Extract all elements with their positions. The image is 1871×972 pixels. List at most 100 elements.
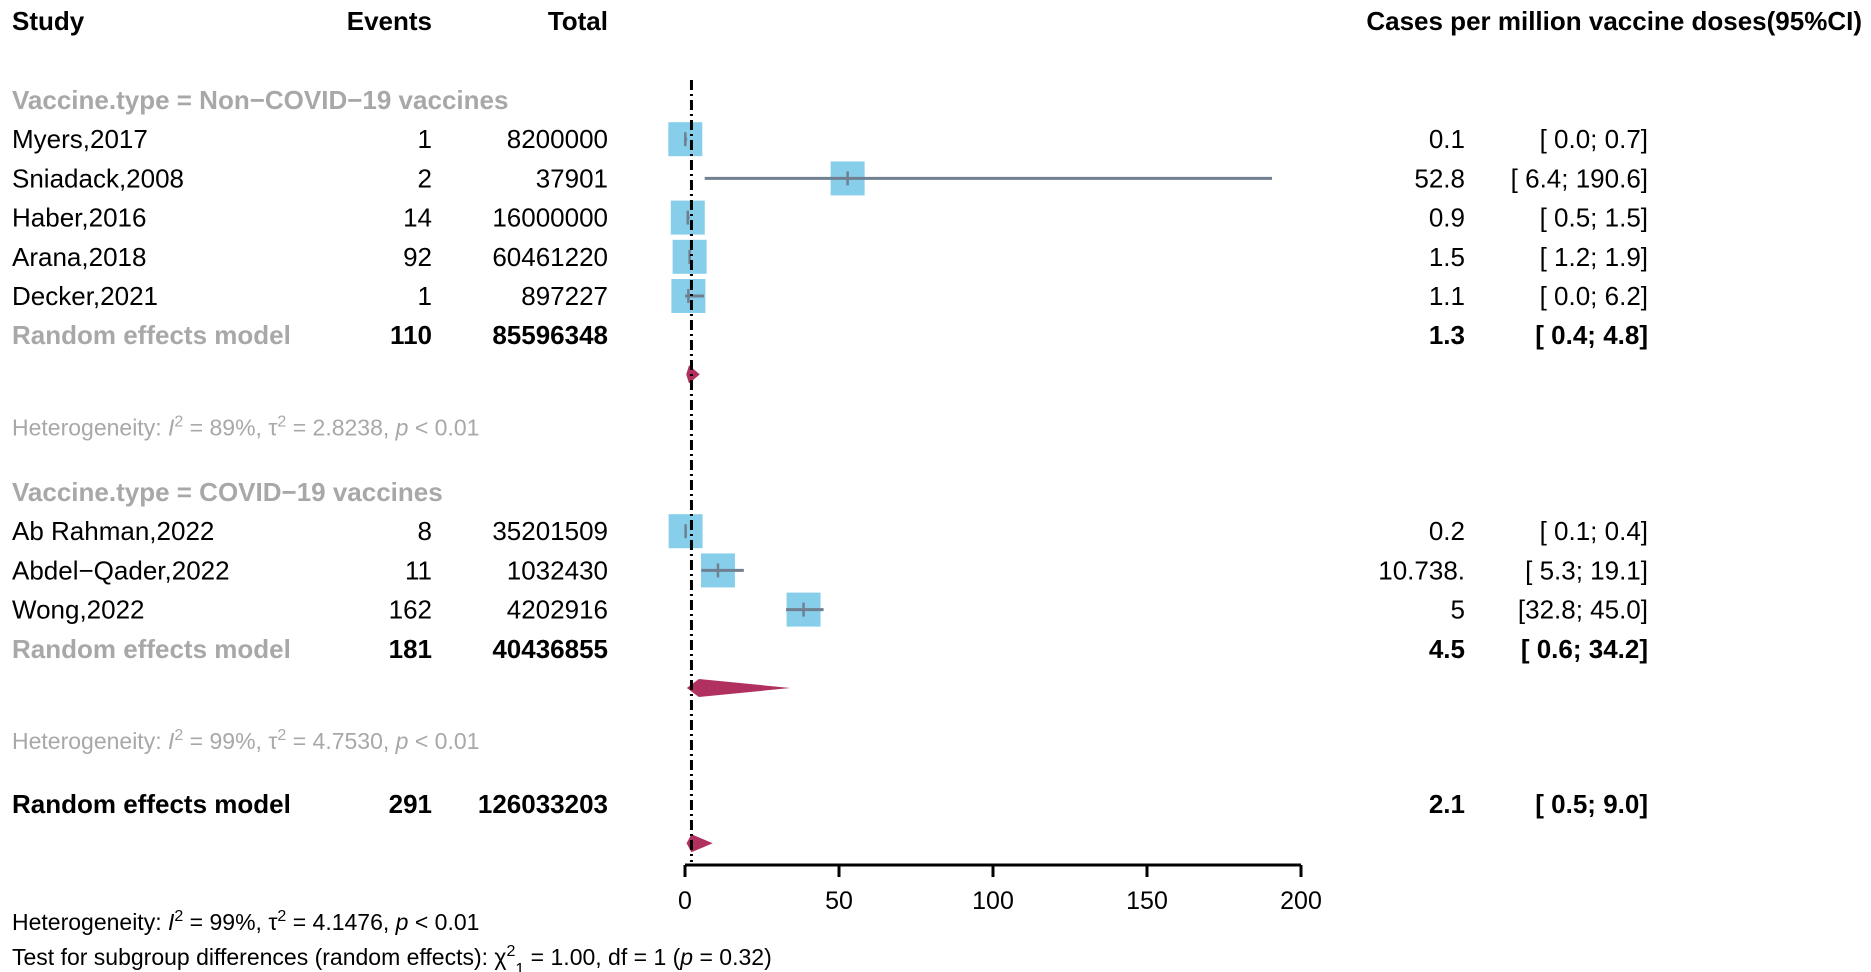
het-prefix: Heterogeneity: — [12, 415, 168, 441]
model-events: 110 — [390, 320, 432, 350]
study-name: Abdel−Qader,2022 — [12, 555, 230, 585]
study-estimate: 1.5 — [1429, 242, 1465, 272]
study-events: 1 — [418, 281, 432, 311]
study-name: Decker,2021 — [12, 281, 158, 311]
pooled-diamond — [686, 679, 791, 697]
subgroup-test-subscript: 1 — [515, 961, 524, 972]
x-axis: 0 50 100 150 200 — [678, 80, 1322, 915]
subgroup-test-prefix: Test for subgroup differences (random ef… — [12, 944, 494, 970]
het-p-symbol: p — [395, 415, 409, 441]
study-ci: [ 0.0; 6.2] — [1540, 281, 1648, 311]
study-events: 8 — [418, 516, 432, 546]
study-total: 8200000 — [507, 124, 608, 154]
het-tau-symbol: τ — [268, 415, 277, 441]
het-superscript: 2 — [174, 414, 183, 431]
het-superscript: 2 — [174, 908, 183, 925]
het-superscript: 2 — [277, 414, 286, 431]
het-prefix: Heterogeneity: — [12, 909, 168, 935]
x-tick-label: 200 — [1280, 887, 1322, 915]
study-total: 1032430 — [507, 555, 608, 585]
subgroup-test-value: = 1.00, df = 1 ( — [524, 944, 680, 970]
model-ci: [ 0.5; 9.0] — [1535, 789, 1648, 819]
study-total: 897227 — [521, 281, 608, 311]
study-name: Wong,2022 — [12, 595, 145, 625]
heterogeneity-text: Heterogeneity: I2 = 89%, τ2 = 2.8238, p … — [12, 414, 479, 441]
model-label: Random effects model — [12, 320, 291, 350]
het-i-symbol: I — [168, 728, 175, 754]
study-events: 1 — [418, 124, 432, 154]
subgroup-test-superscript: 2 — [506, 943, 515, 960]
het-p-value: < 0.01 — [408, 728, 479, 754]
het-p-value: < 0.01 — [408, 415, 479, 441]
study-name: Sniadack,2008 — [12, 163, 184, 193]
study-ci: [ 5.3; 19.1] — [1525, 555, 1648, 585]
study-total: 35201509 — [492, 516, 608, 546]
het-i-value: = 99%, — [183, 909, 268, 935]
study-events: 11 — [405, 555, 432, 585]
subgroup-test-chi-symbol: χ — [494, 944, 506, 970]
het-i-symbol: I — [168, 415, 175, 441]
heterogeneity-text: Heterogeneity: I2 = 99%, τ2 = 4.7530, p … — [12, 727, 479, 754]
subgroup-label: Vaccine.type = COVID−19 vaccines — [12, 477, 443, 507]
study-name: Haber,2016 — [12, 203, 146, 233]
header-estimate: Cases per million vaccine doses(95%CI) — [1366, 6, 1862, 36]
study-name: Ab Rahman,2022 — [12, 516, 214, 546]
het-p-symbol: p — [395, 909, 409, 935]
het-tau-symbol: τ — [268, 728, 277, 754]
study-total: 60461220 — [492, 242, 608, 272]
study-estimate: 52.8 — [1414, 163, 1465, 193]
study-estimate: 0.9 — [1429, 203, 1465, 233]
het-tau-value: = 4.7530, — [286, 728, 395, 754]
study-events: 92 — [403, 242, 432, 272]
model-estimate: 2.1 — [1429, 789, 1465, 819]
study-ci: [ 0.0; 0.7] — [1540, 124, 1648, 154]
pooled-diamond — [686, 365, 700, 384]
het-tau-value: = 4.1476, — [286, 909, 395, 935]
study-ci: [32.8; 45.0] — [1518, 595, 1648, 625]
het-tau-symbol: τ — [268, 909, 277, 935]
study-name: Arana,2018 — [12, 242, 146, 272]
het-i-symbol: I — [168, 909, 175, 935]
x-tick-label: 100 — [972, 887, 1014, 915]
forest-rows: Vaccine.type = Non−COVID−19 vaccines Myer… — [12, 85, 1648, 972]
study-estimate: 0.1 — [1429, 124, 1465, 154]
x-tick-label: 50 — [825, 887, 853, 915]
model-estimate: 4.5 — [1429, 634, 1465, 664]
het-p-value: < 0.01 — [408, 909, 479, 935]
het-tau-value: = 2.8238, — [286, 415, 395, 441]
study-ci: [ 1.2; 1.9] — [1540, 242, 1648, 272]
het-superscript: 2 — [277, 908, 286, 925]
x-tick-label: 0 — [678, 887, 692, 915]
study-estimate: 0.2 — [1429, 516, 1465, 546]
het-superscript: 2 — [174, 727, 183, 744]
model-total: 126033203 — [478, 789, 608, 819]
study-name: Myers,2017 — [12, 124, 148, 154]
pooled-diamond — [686, 834, 713, 853]
subgroup-test-p-value: = 0.32) — [693, 944, 772, 970]
study-estimate: 10.738. — [1378, 555, 1465, 585]
model-label: Random effects model — [12, 789, 291, 819]
subgroup-label: Vaccine.type = Non−COVID−19 vaccines — [12, 85, 508, 115]
model-ci: [ 0.4; 4.8] — [1535, 320, 1648, 350]
study-total: 16000000 — [492, 203, 608, 233]
het-superscript: 2 — [277, 727, 286, 744]
study-ci: [ 0.1; 0.4] — [1540, 516, 1648, 546]
het-p-symbol: p — [395, 728, 409, 754]
header-events: Events — [347, 6, 432, 36]
study-events: 2 — [418, 163, 432, 193]
model-ci: [ 0.6; 34.2] — [1521, 634, 1648, 664]
study-events: 162 — [389, 595, 432, 625]
study-estimate: 5 — [1451, 595, 1465, 625]
study-total: 4202916 — [507, 595, 608, 625]
model-events: 181 — [389, 634, 432, 664]
het-prefix: Heterogeneity: — [12, 728, 168, 754]
model-total: 40436855 — [492, 634, 608, 664]
subgroup-test-text: Test for subgroup differences (random ef… — [12, 943, 772, 972]
study-ci: [ 0.5; 1.5] — [1540, 203, 1648, 233]
model-total: 85596348 — [492, 320, 608, 350]
study-ci: [ 6.4; 190.6] — [1511, 163, 1648, 193]
x-tick-label: 150 — [1126, 887, 1168, 915]
study-estimate: 1.1 — [1429, 281, 1465, 311]
header-study: Study — [12, 6, 85, 36]
